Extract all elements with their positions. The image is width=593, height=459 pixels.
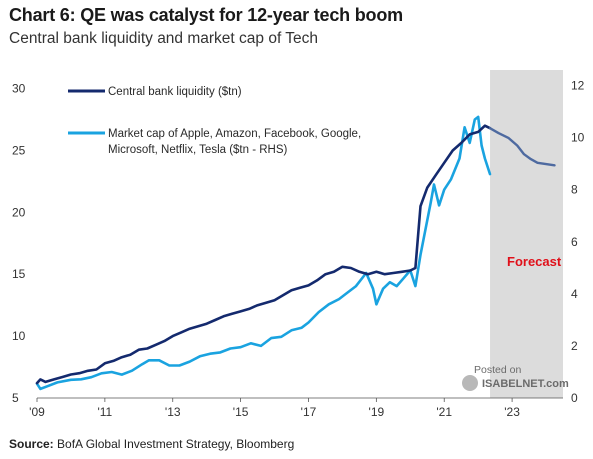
- chart-title: Chart 6: QE was catalyst for 12-year tec…: [9, 5, 403, 25]
- x-tick-label: '09: [29, 405, 45, 419]
- legend-label-liquidity: Central bank liquidity ($tn): [108, 86, 242, 98]
- y-right-tick-label: 0: [571, 391, 578, 405]
- watermark-line1: Posted on: [474, 364, 521, 376]
- x-tick-label: '13: [165, 405, 181, 419]
- y-axis-left: 5 10 15 20 25 30: [12, 82, 26, 405]
- source-label: Source:: [9, 437, 54, 451]
- y-right-tick-label: 12: [571, 79, 585, 93]
- x-tick-label: '15: [233, 405, 249, 419]
- legend-label-tech-line2: Microsoft, Netflix, Tesla ($tn - RHS): [108, 144, 288, 156]
- x-tick-label: '23: [504, 405, 520, 419]
- legend-label-tech: Market cap of Apple, Amazon, Facebook, G…: [108, 128, 364, 156]
- y-right-tick-label: 4: [571, 287, 578, 301]
- x-tick-label: '21: [436, 405, 452, 419]
- chart-subtitle: Central bank liquidity and market cap of…: [9, 30, 319, 47]
- x-axis: '09 '11 '13 '15 '17 '19 '21 '23: [29, 398, 520, 419]
- y-axis-right: 0 2 4 6 8 10 12: [571, 79, 585, 405]
- source-text: BofA Global Investment Strategy, Bloombe…: [57, 437, 295, 451]
- series-line-tech: [35, 115, 492, 391]
- series-line-liquidity: [35, 124, 492, 385]
- source-note: Source: BofA Global Investment Strategy,…: [9, 437, 294, 451]
- y-left-tick-label: 5: [12, 391, 19, 405]
- y-right-tick-label: 6: [571, 235, 578, 249]
- legend-label-tech-line1: Market cap of Apple, Amazon, Facebook, G…: [108, 128, 361, 140]
- forecast-band: [490, 70, 563, 398]
- y-left-tick-label: 25: [12, 143, 26, 157]
- watermark-globe-icon: [462, 375, 478, 391]
- y-right-tick-label: 8: [571, 183, 578, 197]
- watermark-line2: ISABELNET.com: [482, 378, 569, 390]
- x-tick-label: '17: [301, 405, 317, 419]
- y-left-tick-label: 10: [12, 329, 26, 343]
- y-left-tick-label: 30: [12, 82, 26, 96]
- y-right-tick-label: 2: [571, 339, 578, 353]
- series-line-forecast: [488, 126, 556, 167]
- y-left-tick-label: 20: [12, 205, 26, 219]
- watermark: Posted on ISABELNET.com: [462, 364, 569, 391]
- forecast-label: Forecast: [507, 254, 562, 269]
- x-tick-label: '19: [369, 405, 385, 419]
- series-lines: [35, 115, 556, 391]
- y-left-tick-label: 15: [12, 267, 26, 281]
- x-tick-label: '11: [97, 405, 112, 419]
- legend: Central bank liquidity ($tn) Market cap …: [68, 86, 364, 156]
- y-right-tick-label: 10: [571, 131, 585, 145]
